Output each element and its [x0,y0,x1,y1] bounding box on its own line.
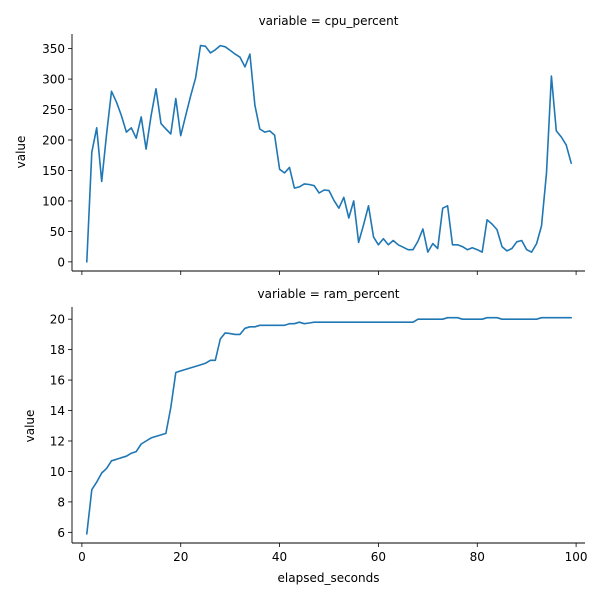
ram-y-tick-label: 8 [57,495,65,509]
ram-y-tick-label: 12 [50,434,65,448]
ram-panel-title: variable = ram_percent [257,287,399,301]
ram-x-tick-label: 20 [173,550,188,564]
cpu-panel-title: variable = cpu_percent [259,14,399,28]
ram-y-tick-label: 20 [50,313,65,327]
cpu-y-axis-label: value [14,136,28,169]
ram-x-tick-label: 40 [272,550,287,564]
ram-x-tick-label: 60 [371,550,386,564]
cpu-y-tick-label: 350 [42,42,65,56]
cpu-y-tick-label: 250 [42,103,65,117]
cpu-y-tick-label: 200 [42,134,65,148]
ram-panel: variable = ram_percent value elapsed_sec… [23,287,588,585]
cpu-y-tick-label: 100 [42,194,65,208]
ram-x-tick-label: 0 [78,550,86,564]
ram-x-tick-label: 80 [470,550,485,564]
cpu-y-tick-label: 0 [57,255,65,269]
ram-y-tick-label: 6 [57,526,65,540]
ram-y-tick-label: 16 [50,374,65,388]
ram-y-tick-label: 14 [50,404,65,418]
ram-series-line [86,316,573,535]
cpu-y-tick-label: 300 [42,73,65,87]
cpu-y-tick-label: 50 [50,225,65,239]
x-axis-label: elapsed_seconds [278,571,380,585]
ram-x-tick-label: 100 [565,550,588,564]
ram-y-tick-label: 18 [50,343,65,357]
cpu-series-line [86,44,573,263]
ram-y-axis-label: value [23,410,37,443]
cpu-y-tick-label: 150 [42,164,65,178]
ram-y-tick-label: 10 [50,465,65,479]
cpu-panel: variable = cpu_percent value 0 50 100 150 20… [14,14,585,275]
